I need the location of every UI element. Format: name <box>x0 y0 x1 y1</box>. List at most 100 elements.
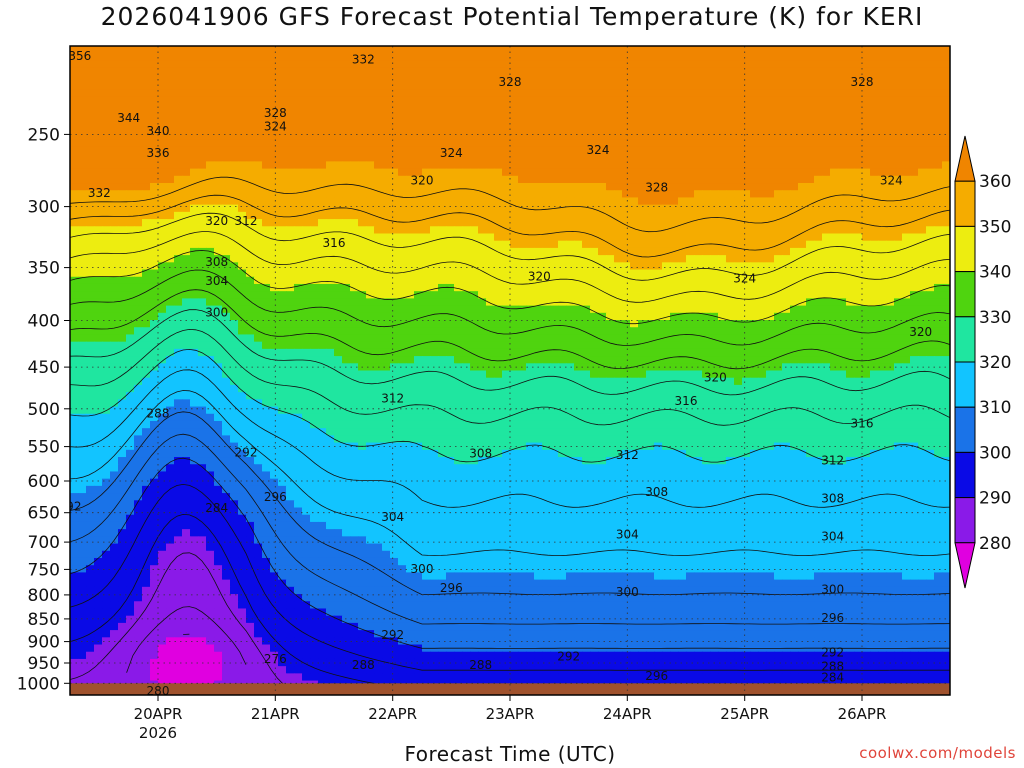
field-cell <box>254 89 263 98</box>
field-cell <box>342 190 351 199</box>
field-cell <box>534 74 543 83</box>
field-cell <box>662 204 671 213</box>
field-cell <box>526 139 535 148</box>
field-cell <box>182 118 191 126</box>
field-cell <box>918 190 927 199</box>
field-cell <box>774 363 783 372</box>
field-cell <box>230 89 239 98</box>
field-cell <box>118 204 127 213</box>
field-cell <box>510 139 519 148</box>
field-cell <box>758 197 767 206</box>
field-cell <box>662 233 671 242</box>
field-cell <box>478 283 487 292</box>
field-cell <box>366 89 375 98</box>
field-cell <box>246 118 255 126</box>
field-cell <box>86 298 95 307</box>
field-cell <box>278 312 287 321</box>
field-cell <box>494 269 503 278</box>
field-cell <box>782 168 791 177</box>
field-cell <box>718 363 727 372</box>
field-cell <box>902 60 911 69</box>
field-cell <box>174 190 183 199</box>
field-cell <box>838 139 847 148</box>
field-cell <box>230 74 239 83</box>
field-cell <box>542 305 551 314</box>
field-cell <box>262 46 271 54</box>
field-cell <box>590 283 599 292</box>
field-cell <box>366 226 375 235</box>
field-cell <box>358 74 367 83</box>
field-cell <box>814 211 823 220</box>
field-cell <box>342 197 351 206</box>
field-cell <box>534 175 543 184</box>
field-cell <box>622 175 631 184</box>
field-cell <box>718 276 727 285</box>
field-cell <box>590 240 599 249</box>
field-cell <box>390 363 399 372</box>
field-cell <box>158 103 167 112</box>
field-cell <box>918 146 927 155</box>
field-cell <box>558 74 567 83</box>
field-cell <box>742 204 751 213</box>
field-cell <box>550 219 559 227</box>
field-cell <box>862 204 871 213</box>
field-cell <box>654 219 663 227</box>
field-cell <box>414 154 423 162</box>
field-cell <box>326 89 335 98</box>
field-cell <box>94 334 103 343</box>
field-cell <box>830 190 839 199</box>
field-cell <box>478 154 487 162</box>
field-cell <box>542 197 551 206</box>
field-cell <box>694 226 703 235</box>
field-cell <box>230 211 239 220</box>
field-cell <box>374 356 383 364</box>
field-cell <box>318 341 327 350</box>
field-cell <box>566 334 575 343</box>
field-cell <box>334 334 343 343</box>
field-cell <box>238 204 247 213</box>
field-cell <box>70 183 79 191</box>
field-cell <box>646 283 655 292</box>
field-cell <box>278 132 287 141</box>
field-cell <box>758 334 767 343</box>
field-cell <box>894 356 903 364</box>
field-cell <box>326 125 335 134</box>
field-cell <box>582 168 591 177</box>
field-cell <box>462 298 471 307</box>
field-cell <box>86 320 95 328</box>
field-cell <box>750 175 759 184</box>
field-cell <box>166 219 175 227</box>
field-cell <box>206 204 215 213</box>
field-cell <box>822 139 831 148</box>
field-cell <box>126 96 135 105</box>
field-cell <box>302 183 311 191</box>
field-cell <box>694 183 703 191</box>
field-cell <box>78 103 87 112</box>
field-cell <box>486 125 495 134</box>
field-cell <box>166 53 175 62</box>
field-cell <box>342 175 351 184</box>
field-cell <box>782 240 791 249</box>
field-cell <box>630 146 639 155</box>
field-cell <box>894 283 903 292</box>
field-cell <box>382 168 391 177</box>
field-cell <box>358 46 367 54</box>
field-cell <box>182 125 191 134</box>
field-cell <box>422 53 431 62</box>
field-cell <box>902 146 911 155</box>
field-cell <box>230 312 239 321</box>
field-cell <box>662 110 671 119</box>
field-cell <box>102 305 111 314</box>
field-cell <box>86 283 95 292</box>
field-cell <box>726 110 735 119</box>
field-cell <box>390 132 399 141</box>
field-cell <box>686 168 695 177</box>
field-cell <box>670 168 679 177</box>
field-cell <box>638 255 647 263</box>
field-cell <box>454 219 463 227</box>
field-cell <box>854 269 863 278</box>
field-cell <box>582 53 591 62</box>
field-cell <box>262 53 271 62</box>
field-cell <box>190 190 199 199</box>
field-cell <box>854 276 863 285</box>
